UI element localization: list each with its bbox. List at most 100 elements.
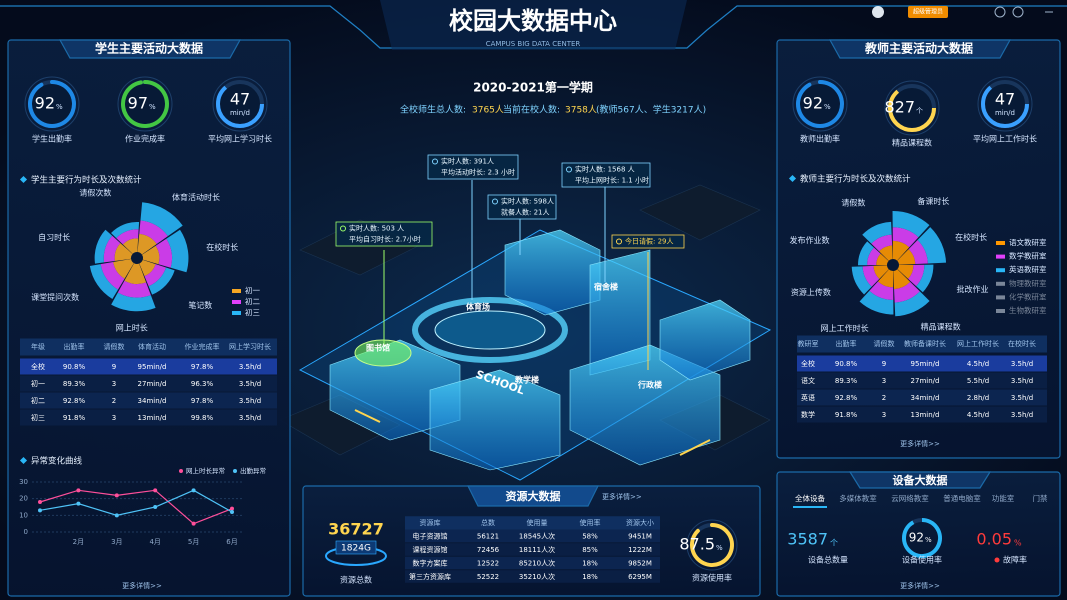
table-header: 资源大小 xyxy=(626,518,654,527)
rose-sector xyxy=(139,259,156,277)
more-link[interactable]: 更多详情>> xyxy=(900,581,940,590)
table-cell: 35210人次 xyxy=(519,572,555,581)
table-row-bg xyxy=(405,570,660,583)
section-bullet xyxy=(788,174,797,183)
callout-text: 实时人数: 391人 xyxy=(441,157,494,166)
table-header: 体育活动 xyxy=(138,342,166,351)
rose-sector xyxy=(124,263,147,284)
gauge-unit: min/d xyxy=(230,109,250,117)
fault-dot xyxy=(994,557,1000,563)
table-cell: 58% xyxy=(582,533,598,541)
device-tab[interactable]: 门禁 xyxy=(1033,494,1049,503)
table-cell: 3 xyxy=(882,377,886,385)
header-bar xyxy=(0,0,1067,50)
more-link[interactable]: 更多详情>> xyxy=(122,581,162,590)
page-title: 校园大数据中心 xyxy=(449,7,617,35)
legend-entry: 英语教研室 xyxy=(1009,264,1047,274)
total-size: 1824G xyxy=(341,544,371,554)
legend-swatch xyxy=(179,469,183,473)
rose-sector xyxy=(879,245,893,261)
legend-swatch xyxy=(232,289,241,293)
device-unit: % xyxy=(1014,539,1022,548)
rose-sector xyxy=(100,262,125,290)
table-cell: 全校 xyxy=(31,362,45,371)
rose-sector xyxy=(851,266,872,295)
rose-sector xyxy=(877,269,894,288)
table-cell: 课程资源馆 xyxy=(413,545,448,554)
gauge-label: 平均网上工作时长 xyxy=(973,134,1037,144)
rose-sector xyxy=(113,258,134,279)
table-cell: 4.5h/d xyxy=(967,360,989,368)
rose-category: 体育活动时长 xyxy=(172,192,220,202)
table-row-bg xyxy=(405,529,660,543)
rose-sector xyxy=(142,245,160,265)
device-tab[interactable]: 云网络教室 xyxy=(891,493,929,503)
stat-label: 全校师生总人数: xyxy=(400,104,466,116)
user-badge: 超级管理员 xyxy=(913,8,943,16)
gauge-arc xyxy=(28,80,76,128)
rose-category: 发布作业数 xyxy=(790,235,830,245)
y-tick-label: 10 xyxy=(19,511,28,519)
gauge-label: 平均网上学习时长 xyxy=(208,134,272,144)
table-header: 请假数 xyxy=(104,342,125,351)
gauge-arc xyxy=(121,80,169,128)
gauge-decor xyxy=(981,80,1029,128)
more-link[interactable]: 更多详情>> xyxy=(900,439,940,448)
device-tab[interactable]: 普通电脑室 xyxy=(943,493,981,503)
table-cell: 85% xyxy=(582,546,598,554)
section-bullet xyxy=(19,456,28,465)
rose-sector xyxy=(908,264,925,287)
rose-sector xyxy=(862,221,892,244)
table-header: 出勤率 xyxy=(64,342,85,351)
rose-category: 备课时长 xyxy=(917,196,949,206)
more-link[interactable]: 更多详情>> xyxy=(602,492,642,501)
rose-sector xyxy=(166,229,189,273)
gauge-decor xyxy=(888,84,936,132)
table-cell: 27min/d xyxy=(911,377,940,385)
table-header: 教研室 xyxy=(798,339,819,348)
rose-sector xyxy=(140,202,183,237)
stat-value: 3758人 xyxy=(565,105,597,116)
callout-box xyxy=(561,162,651,188)
table-header: 教师备课时长 xyxy=(904,339,946,348)
callout-text: 就餐人数: 21人 xyxy=(501,208,550,217)
gauge-ring xyxy=(212,76,268,132)
rose-category: 批改作业 xyxy=(956,284,988,294)
table-cell: 3 xyxy=(112,414,116,422)
table-header: 出勤率 xyxy=(836,339,857,348)
rose-sector xyxy=(94,229,113,264)
legend-swatch xyxy=(996,309,1005,313)
table-cell: 3.5h/d xyxy=(1011,377,1033,385)
rose-sector xyxy=(117,280,151,298)
table-cell: 2.8h/d xyxy=(967,394,989,402)
table-header: 总数 xyxy=(481,518,495,527)
table-cell: 3 xyxy=(112,380,116,388)
device-tab[interactable]: 全体设备 xyxy=(795,493,825,503)
table-cell: 9451M xyxy=(628,533,652,541)
callout-icon xyxy=(340,225,346,232)
table-cell: 13min/d xyxy=(911,411,940,419)
table-cell: 91.8% xyxy=(63,414,86,422)
x-tick-label: 6月 xyxy=(226,538,237,546)
gauge-unit: % xyxy=(149,103,156,111)
callout-box xyxy=(335,221,433,247)
legend-swatch xyxy=(996,254,1005,259)
building-label: 行政楼 xyxy=(637,380,662,390)
rose-sector xyxy=(892,240,910,261)
panel-title: 学生主要活动大数据 xyxy=(95,41,203,56)
legend-swatch xyxy=(996,281,1005,286)
panel-title: 教师主要活动大数据 xyxy=(864,41,973,56)
rose-sector xyxy=(148,267,175,295)
device-label: 设备总数量 xyxy=(808,555,848,565)
device-count: 3587 xyxy=(787,530,828,549)
trend-point xyxy=(38,508,42,513)
device-tab[interactable]: 功能室 xyxy=(992,493,1015,503)
rose-category: 网上时长 xyxy=(116,322,148,332)
term: 2020-2021第一学期 xyxy=(473,80,593,95)
device-tab[interactable]: 多媒体教室 xyxy=(839,493,877,503)
rose-sector xyxy=(873,265,889,279)
gauge-unit: min/d xyxy=(995,109,1015,117)
rose-sector xyxy=(862,265,880,287)
table-header: 作业完成率 xyxy=(185,342,220,351)
callout-icon xyxy=(492,198,498,205)
